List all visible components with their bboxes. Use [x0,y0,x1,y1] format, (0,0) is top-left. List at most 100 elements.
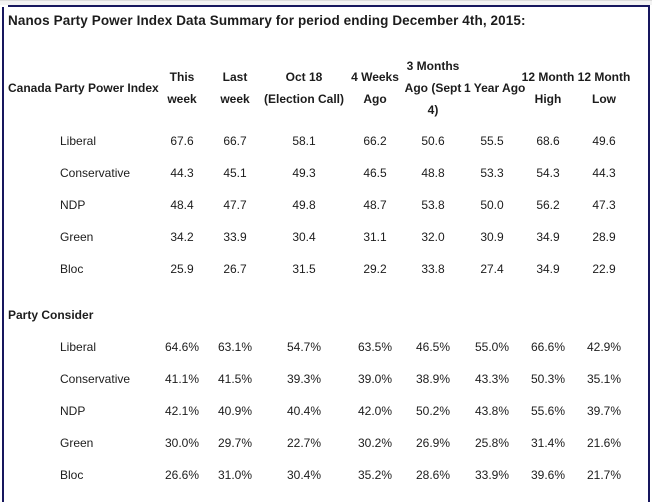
frame-border-left [2,7,4,502]
value-cell: 40.4% [286,404,322,418]
table-row-ndp: NDP 48.4 47.7 49.8 48.7 53.8 50.0 56.2 4… [4,189,648,221]
value-cell: 44.3 [592,166,616,180]
report-content: Nanos Party Power Index Data Summary for… [4,7,648,491]
value-cell: 67.6 [170,134,194,148]
value-cell: 58.1 [292,134,316,148]
table-row-consider-green: Green 30.0% 29.7% 22.7% 30.2% 26.9% 25.8… [4,427,648,459]
value-cell: 55.6% [530,404,566,418]
value-cell: 66.2 [363,134,387,148]
value-cell: 28.6% [415,468,451,482]
value-cell: 34.9 [536,262,560,276]
value-cell: 68.6 [536,134,560,148]
value-cell: 66.7 [223,134,247,148]
value-cell: 54.3 [536,166,560,180]
value-cell: 28.9 [592,230,616,244]
value-cell: 31.5 [292,262,316,276]
value-cell: 31.4% [530,436,566,450]
value-cell: 55.5 [480,134,504,148]
frame-border-top [8,5,650,7]
value-cell: 45.1 [223,166,247,180]
value-cell: 39.3% [286,372,322,386]
table-header-row: Canada Party Power Index This week Last … [4,55,648,121]
value-cell: 63.1% [217,340,253,354]
value-cell: 33.8 [421,262,445,276]
row-label: Bloc [60,262,84,276]
table-row-liberal: Liberal 67.6 66.7 58.1 66.2 50.6 55.5 68… [4,125,648,157]
value-cell: 50.6 [421,134,445,148]
value-cell: 29.7% [217,436,253,450]
table-corner-label: Canada Party Power Index [8,81,159,95]
value-cell: 30.4% [286,468,322,482]
value-cell: 31.0% [217,468,253,482]
value-cell: 48.8 [421,166,445,180]
value-cell: 33.9% [474,468,510,482]
value-cell: 41.1% [164,372,200,386]
column-header-12-month-low: 12 Month Low [577,70,631,106]
value-cell: 44.3 [170,166,194,180]
value-cell: 47.7 [223,198,247,212]
value-cell: 30.2% [357,436,393,450]
value-cell: 42.0% [357,404,393,418]
column-header-oct-18-election-call: Oct 18 (Election Call) [263,70,344,106]
column-header-1-year-ago: 1 Year Ago [464,81,526,95]
column-header-3-months-ago-sept-4: 3 Months Ago (Sept 4) [404,59,462,117]
value-cell: 30.9 [480,230,504,244]
value-cell: 25.8% [474,436,510,450]
row-label: Conservative [60,166,131,180]
value-cell: 22.7% [286,436,322,450]
table-row-conservative: Conservative 44.3 45.1 49.3 46.5 48.8 53… [4,157,648,189]
frame-border-right [648,7,650,502]
value-cell: 56.2 [536,198,560,212]
section-heading-party-consider: Party Consider [8,308,94,322]
value-cell: 50.0 [480,198,504,212]
row-label: NDP [60,198,86,212]
column-header-12-month-high: 12 Month High [521,70,575,106]
row-label: Green [60,436,94,450]
value-cell: 26.9% [415,436,451,450]
value-cell: 30.0% [164,436,200,450]
table-row-consider-bloc: Bloc 26.6% 31.0% 30.4% 35.2% 28.6% 33.9%… [4,459,648,491]
column-header-4-weeks-ago: 4 Weeks Ago [351,70,399,106]
value-cell: 26.7 [223,262,247,276]
value-cell: 50.3% [530,372,566,386]
table-row-bloc: Bloc 25.9 26.7 31.5 29.2 33.8 27.4 34.9 … [4,253,648,285]
value-cell: 34.2 [170,230,194,244]
value-cell: 55.0% [474,340,510,354]
value-cell: 48.4 [170,198,194,212]
value-cell: 26.6% [164,468,200,482]
value-cell: 31.1 [363,230,387,244]
table-row-consider-conservative: Conservative 41.1% 41.5% 39.3% 39.0% 38.… [4,363,648,395]
value-cell: 21.6% [586,436,622,450]
value-cell: 22.9 [592,262,616,276]
value-cell: 46.5% [415,340,451,354]
value-cell: 25.9 [170,262,194,276]
table-row-consider-ndp: NDP 42.1% 40.9% 40.4% 42.0% 50.2% 43.8% … [4,395,648,427]
row-label: Green [60,230,94,244]
value-cell: 41.5% [217,372,253,386]
value-cell: 63.5% [357,340,393,354]
value-cell: 39.7% [586,404,622,418]
value-cell: 34.9 [536,230,560,244]
value-cell: 48.7 [363,198,387,212]
value-cell: 32.0 [421,230,445,244]
column-header-this-week: This week [167,70,197,106]
value-cell: 54.7% [286,340,322,354]
top-strip [0,0,652,5]
page-title: Nanos Party Power Index Data Summary for… [8,13,526,28]
value-cell: 29.2 [363,262,387,276]
value-cell: 33.9 [223,230,247,244]
row-label: Liberal [60,134,97,148]
value-cell: 42.9% [586,340,622,354]
row-label: Liberal [60,340,97,354]
value-cell: 43.3% [474,372,510,386]
value-cell: 53.8 [421,198,445,212]
value-cell: 21.7% [586,468,622,482]
value-cell: 39.6% [530,468,566,482]
value-cell: 49.3 [292,166,316,180]
table-row-consider-liberal: Liberal 64.6% 63.1% 54.7% 63.5% 46.5% 55… [4,331,648,363]
value-cell: 39.0% [357,372,393,386]
value-cell: 38.9% [415,372,451,386]
row-label: Conservative [60,372,131,386]
column-header-last-week: Last week [220,70,250,106]
value-cell: 27.4 [480,262,504,276]
